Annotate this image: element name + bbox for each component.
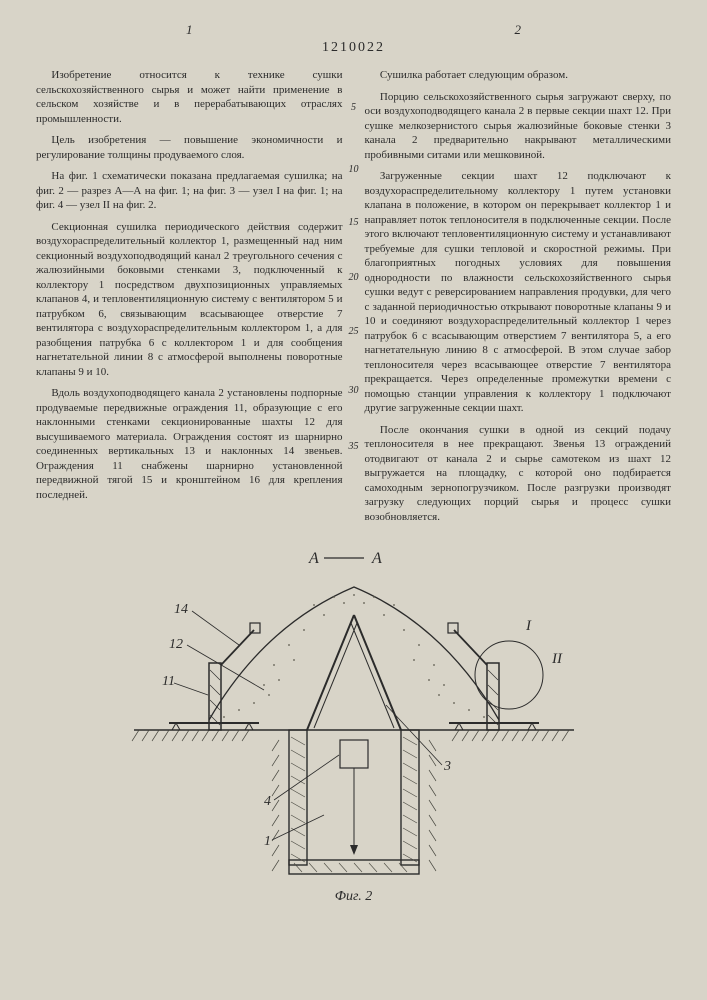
figure-2: А А bbox=[36, 545, 671, 905]
paragraph: Загруженные секции шахт 12 подключают к … bbox=[365, 169, 672, 416]
figure-caption: Фиг. 2 bbox=[36, 889, 671, 905]
line-num: 10 bbox=[349, 165, 359, 175]
line-num: 35 bbox=[349, 442, 359, 452]
section-label-a-left: А bbox=[308, 550, 319, 567]
callout-4: 4 bbox=[264, 794, 271, 809]
callout-I: I bbox=[525, 618, 532, 634]
paragraph: Порцию сельскохозяйственного сырья загру… bbox=[365, 90, 672, 163]
patent-number: 1210022 bbox=[36, 40, 671, 56]
callout-11: 11 bbox=[162, 674, 175, 689]
paragraph: После окончания сушки в одной из секций … bbox=[365, 423, 672, 525]
col-number-left: 1 bbox=[186, 22, 193, 38]
paragraph: Цель изобретения — повышение экономичнос… bbox=[36, 133, 343, 162]
callout-14: 14 bbox=[174, 602, 188, 617]
line-num: 15 bbox=[349, 218, 359, 228]
line-num: 30 bbox=[349, 386, 359, 396]
line-num: 5 bbox=[349, 103, 359, 113]
col-number-right: 2 bbox=[515, 22, 522, 38]
callout-3: 3 bbox=[443, 759, 451, 774]
callout-12: 12 bbox=[169, 637, 183, 652]
paragraph: Изобретение относится к технике сушки се… bbox=[36, 68, 343, 126]
line-num: 25 bbox=[349, 327, 359, 337]
callout-1: 1 bbox=[264, 834, 271, 849]
left-column: Изобретение относится к технике сушки се… bbox=[36, 68, 343, 531]
paragraph: Вдоль воздухоподводящего канала 2 устано… bbox=[36, 386, 343, 502]
paragraph: Секционная сушилка периодического действ… bbox=[36, 220, 343, 380]
paragraph: Сушилка работает следующим образом. bbox=[365, 68, 672, 83]
line-number-gutter: 5 10 15 20 25 30 35 bbox=[349, 56, 359, 452]
figure-svg: А А bbox=[114, 545, 594, 885]
callout-II: II bbox=[551, 651, 563, 667]
paragraph: На фиг. 1 схематически показана предлага… bbox=[36, 169, 343, 213]
right-column: Сушилка работает следующим образом. Порц… bbox=[365, 68, 672, 531]
section-label-a-right: А bbox=[371, 550, 382, 567]
line-num: 20 bbox=[349, 273, 359, 283]
